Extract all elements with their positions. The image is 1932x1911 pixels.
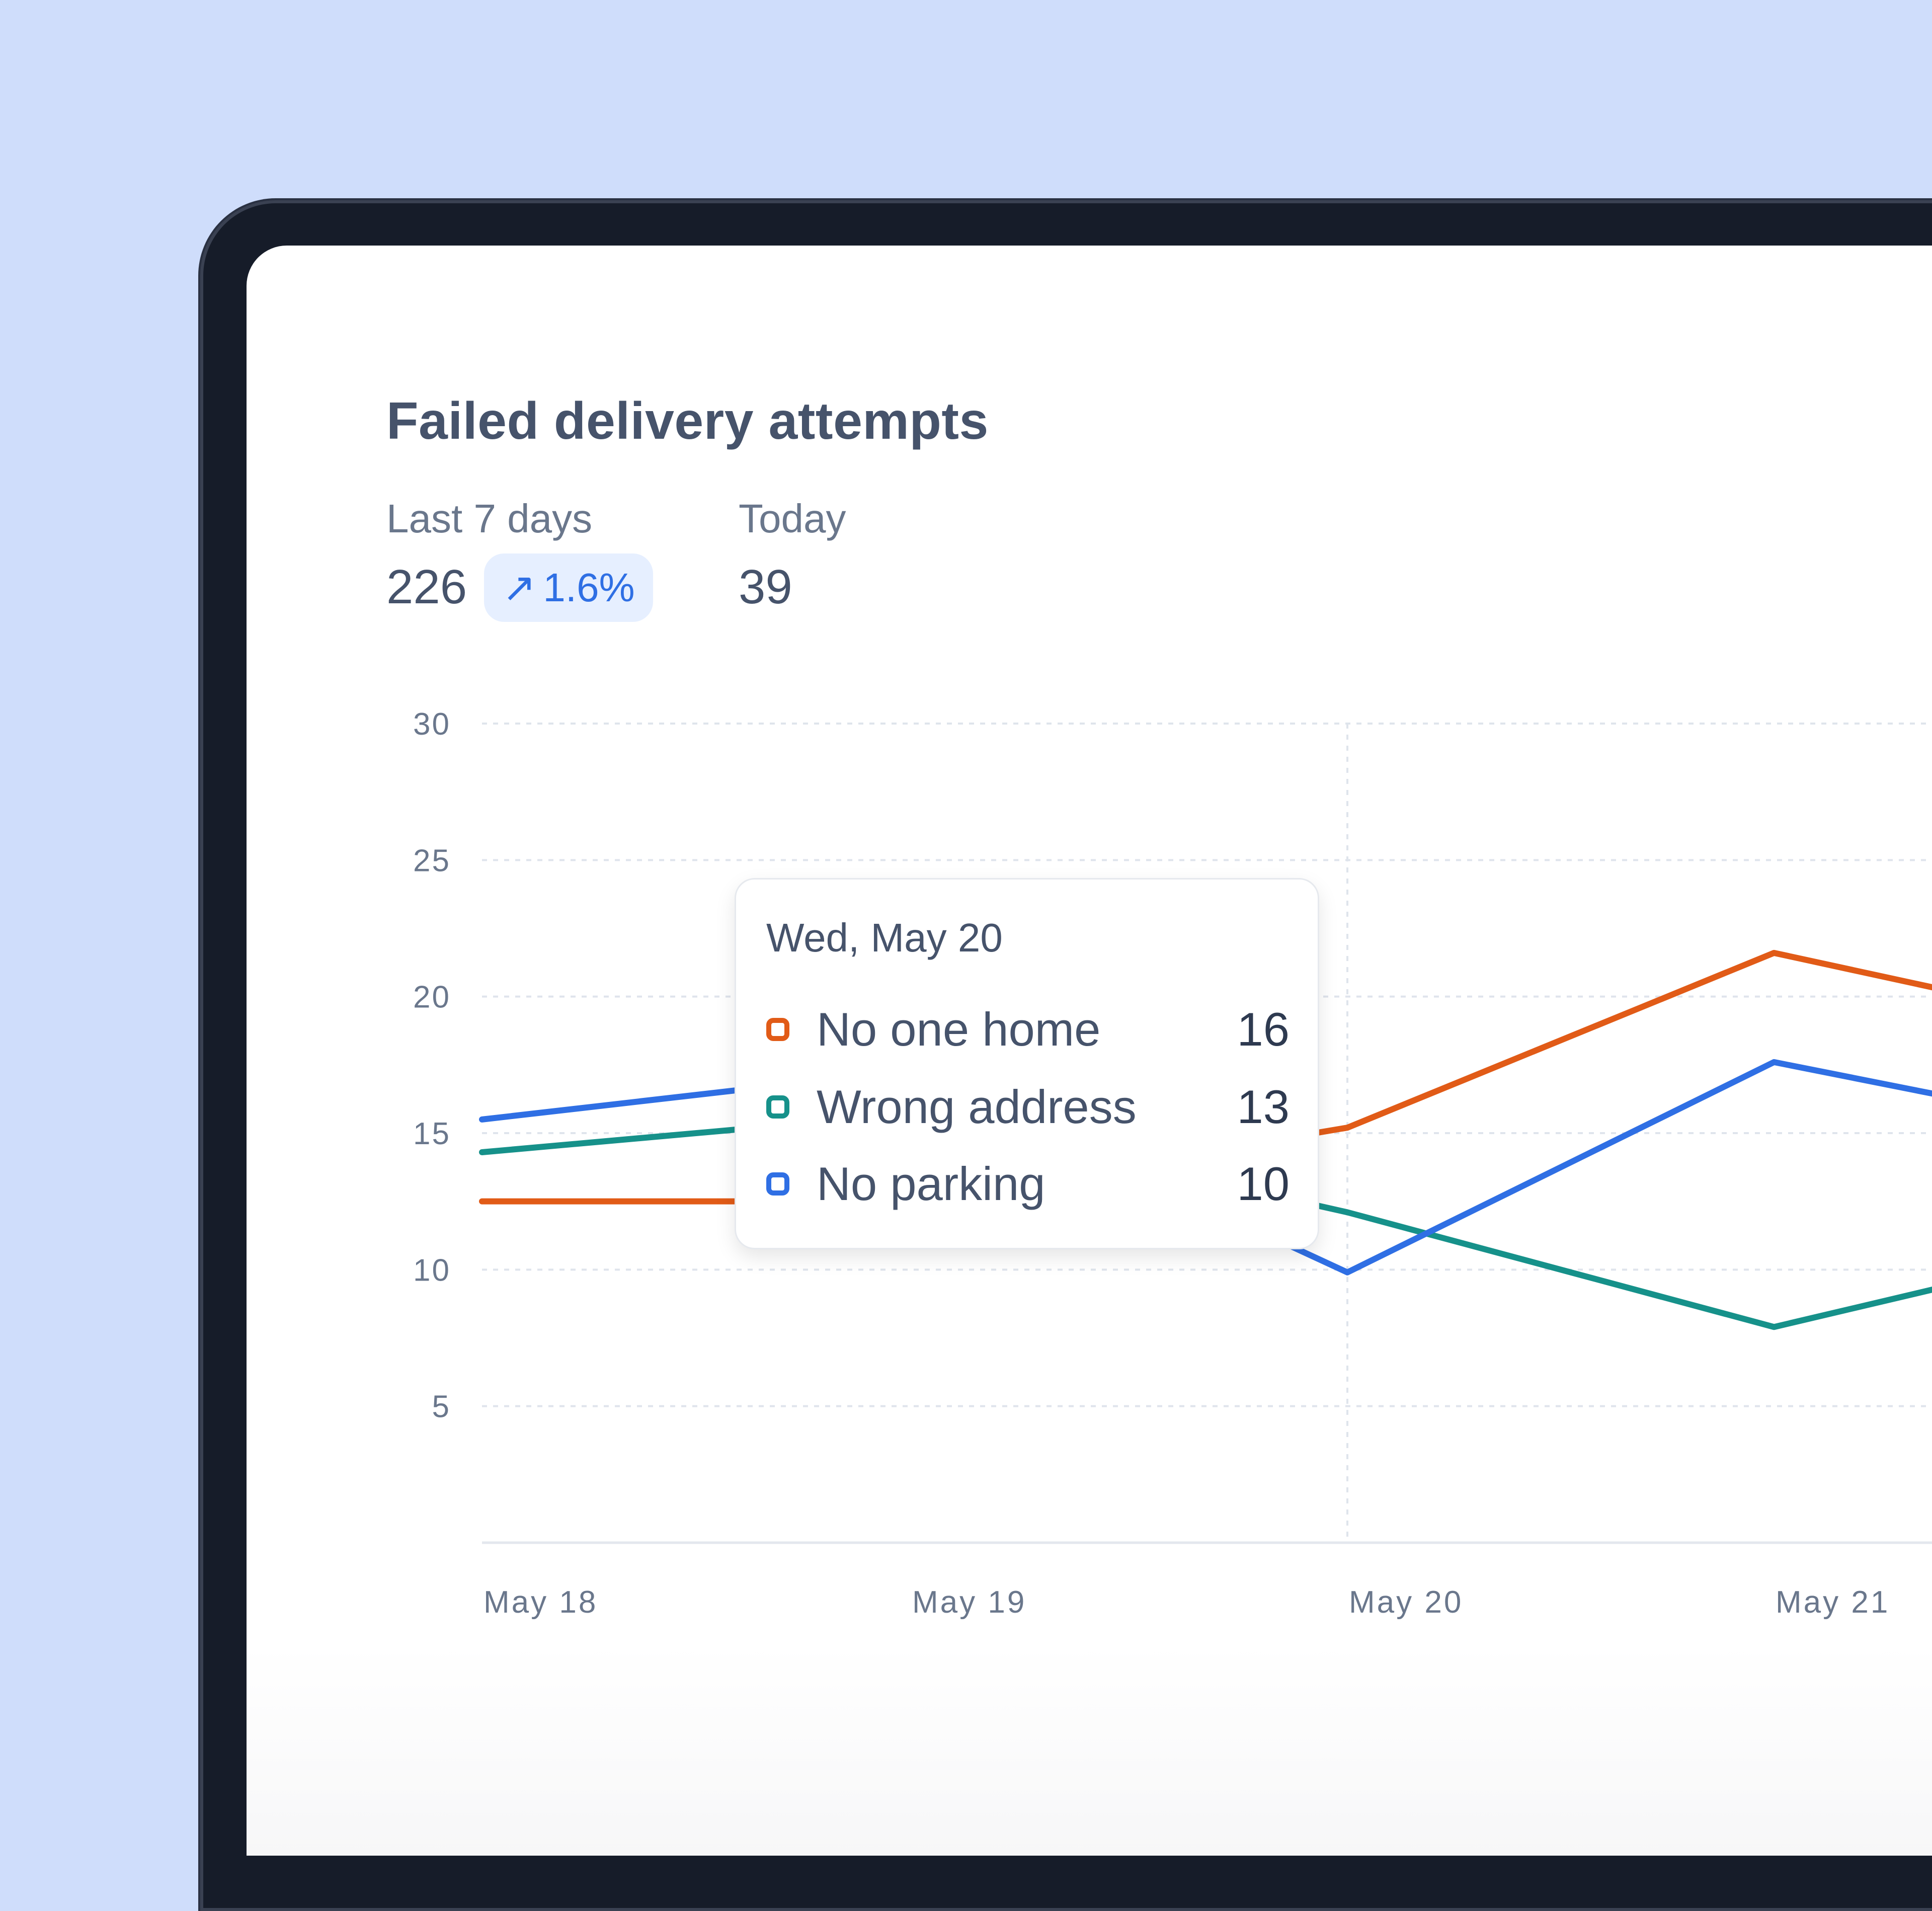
tooltip-label: No one home (817, 1003, 1101, 1056)
card-title: Failed delivery attempts (386, 392, 989, 450)
y-tick-label: 30 (413, 707, 451, 742)
blue-square-icon (766, 1172, 789, 1196)
x-tick-label: May 18 (484, 1585, 598, 1620)
chart-grid (482, 723, 1932, 1407)
y-tick-label: 15 (413, 1117, 451, 1151)
teal-square-icon (766, 1095, 789, 1119)
tooltip-row-no-parking: No parking 10 (766, 1156, 1290, 1217)
change-badge-value: 1.6% (543, 565, 635, 610)
tooltip-row-wrong-address: Wrong address 13 (766, 1079, 1290, 1140)
stat-value-today: 39 (739, 560, 792, 614)
change-badge: ↗ 1.6% (484, 553, 653, 622)
y-tick-label: 25 (413, 843, 451, 878)
tooltip-label: No parking (817, 1157, 1045, 1210)
arrow-up-right-icon: ↗ (502, 565, 536, 610)
x-tick-label: May 20 (1349, 1585, 1463, 1620)
x-tick-label: May 19 (912, 1585, 1026, 1620)
tooltip-value: 16 (1237, 1003, 1290, 1056)
chart-axes: 5 10 15 20 25 30 May 18 May 19 May 20 May 21 (413, 707, 1932, 1620)
orange-square-icon (766, 1018, 789, 1041)
x-tick-label: May 21 (1776, 1585, 1890, 1620)
stat-value-last-7-days: 226 (386, 560, 467, 614)
chart-tooltip: Wed, May 20 No one home 16 Wrong address… (735, 878, 1319, 1249)
tooltip-value: 13 (1237, 1080, 1290, 1133)
y-tick-label: 10 (413, 1253, 451, 1288)
y-tick-label: 5 (432, 1390, 451, 1424)
tooltip-label: Wrong address (817, 1080, 1137, 1133)
stat-label-last-7-days: Last 7 days (386, 496, 593, 541)
y-tick-label: 20 (413, 980, 451, 1015)
tooltip-row-no-one-home: No one home 16 (766, 1002, 1290, 1062)
tooltip-date: Wed, May 20 (766, 915, 1003, 960)
tooltip-value: 10 (1237, 1157, 1290, 1210)
stat-label-today: Today (739, 496, 846, 541)
